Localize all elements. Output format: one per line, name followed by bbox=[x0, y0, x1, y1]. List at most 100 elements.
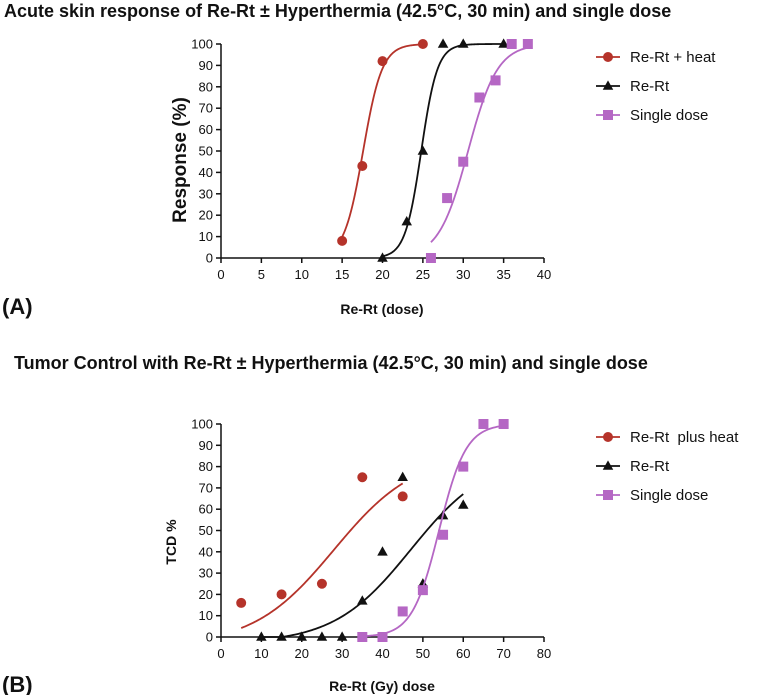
x-tick-label: 0 bbox=[217, 646, 224, 661]
data-point bbox=[498, 419, 509, 429]
series-re-rt bbox=[377, 38, 509, 262]
data-point bbox=[506, 39, 517, 49]
data-point bbox=[458, 38, 469, 48]
legend-marker bbox=[603, 490, 613, 500]
legend-label: Single dose bbox=[630, 107, 708, 124]
y-tick-label: 20 bbox=[199, 208, 213, 223]
x-tick-label: 50 bbox=[416, 646, 430, 661]
x-tick-label: 30 bbox=[335, 646, 349, 661]
legend-label: Single dose bbox=[630, 487, 708, 504]
y-tick-label: 60 bbox=[199, 502, 213, 517]
y-tick-label: 80 bbox=[199, 459, 213, 474]
series-re-rt bbox=[256, 471, 469, 641]
y-axis-label: Response (%) bbox=[170, 97, 191, 223]
y-tick-label: 60 bbox=[199, 122, 213, 137]
x-tick-label: 70 bbox=[496, 646, 510, 661]
y-tick-label: 10 bbox=[199, 608, 213, 623]
data-point bbox=[417, 585, 428, 596]
x-tick-label: 0 bbox=[217, 267, 224, 282]
data-point bbox=[437, 38, 449, 48]
x-tick-label: 10 bbox=[295, 267, 309, 282]
y-axis-label: TCD % bbox=[163, 519, 179, 565]
x-tick-label: 60 bbox=[456, 646, 470, 661]
y-tick-label: 10 bbox=[199, 229, 213, 244]
y-tick-label: 40 bbox=[199, 544, 213, 559]
fit-curve bbox=[261, 493, 464, 638]
y-tick-label: 20 bbox=[199, 587, 213, 602]
series-re-rt-plus-heat bbox=[236, 472, 408, 629]
chart-title: Acute skin response of Re-Rt ± Hyperther… bbox=[4, 1, 671, 21]
data-point bbox=[236, 597, 247, 608]
legend-entry: Single dose bbox=[596, 107, 708, 124]
chart-panel-b: Tumor Control with Re-Rt ± Hyperthermia … bbox=[2, 353, 739, 695]
legend-entry: Re-Rt plus heat bbox=[596, 429, 739, 446]
chart-title: Tumor Control with Re-Rt ± Hyperthermia … bbox=[14, 353, 648, 373]
x-tick-label: 15 bbox=[335, 267, 349, 282]
data-point bbox=[490, 75, 501, 86]
legend-marker bbox=[602, 460, 614, 470]
y-tick-label: 0 bbox=[206, 251, 213, 266]
legend-entry: Single dose bbox=[596, 487, 708, 504]
data-point bbox=[276, 589, 287, 600]
x-tick-label: 5 bbox=[258, 267, 265, 282]
legend-label: Re-Rt bbox=[630, 78, 670, 95]
data-point bbox=[425, 253, 436, 263]
y-tick-label: 30 bbox=[199, 566, 213, 581]
fit-curve bbox=[430, 46, 529, 243]
legend-marker bbox=[602, 80, 614, 90]
x-tick-label: 40 bbox=[375, 646, 389, 661]
x-tick-label: 20 bbox=[375, 267, 389, 282]
x-axis-label: Re-Rt (Gy) dose bbox=[329, 678, 435, 694]
y-tick-label: 90 bbox=[199, 438, 213, 453]
series-single-dose bbox=[357, 419, 509, 642]
y-tick-label: 90 bbox=[199, 58, 213, 73]
chart-panel-a: Acute skin response of Re-Rt ± Hyperther… bbox=[2, 1, 716, 319]
legend-marker bbox=[603, 110, 613, 120]
data-point bbox=[397, 491, 408, 502]
legend-label: Re-Rt plus heat bbox=[630, 429, 739, 446]
legend-marker bbox=[603, 52, 613, 62]
data-point bbox=[316, 631, 328, 641]
data-point bbox=[458, 499, 469, 509]
data-point bbox=[417, 39, 428, 49]
fit-curve bbox=[382, 43, 504, 258]
data-point bbox=[478, 419, 489, 429]
y-tick-label: 70 bbox=[199, 101, 213, 116]
y-tick-label: 0 bbox=[206, 630, 213, 645]
data-point bbox=[336, 631, 348, 641]
data-point bbox=[357, 160, 368, 171]
data-point bbox=[377, 632, 388, 642]
data-point bbox=[397, 471, 408, 482]
data-point bbox=[417, 145, 429, 155]
y-tick-label: 50 bbox=[199, 523, 213, 538]
y-tick-label: 100 bbox=[191, 417, 213, 432]
data-point bbox=[458, 461, 469, 472]
data-point bbox=[357, 595, 368, 605]
panel-label: (B) bbox=[2, 672, 33, 695]
x-tick-label: 80 bbox=[537, 646, 551, 661]
legend-entry: Re-Rt bbox=[596, 78, 670, 95]
y-tick-label: 80 bbox=[199, 79, 213, 94]
x-tick-label: 10 bbox=[254, 646, 268, 661]
data-point bbox=[498, 38, 509, 48]
data-point bbox=[256, 631, 267, 641]
data-point bbox=[377, 546, 388, 556]
data-point bbox=[377, 252, 388, 262]
legend-label: Re-Rt bbox=[630, 458, 670, 475]
data-point bbox=[276, 631, 287, 641]
y-tick-label: 70 bbox=[199, 480, 213, 495]
data-point bbox=[397, 606, 408, 617]
legend-label: Re-Rt + heat bbox=[630, 49, 716, 66]
legend-entry: Re-Rt bbox=[596, 458, 670, 475]
data-point bbox=[316, 578, 327, 589]
data-point bbox=[377, 56, 388, 67]
data-point bbox=[357, 472, 368, 483]
fit-curve bbox=[341, 43, 423, 238]
y-tick-label: 50 bbox=[199, 144, 213, 159]
data-point bbox=[442, 193, 453, 204]
data-point bbox=[474, 92, 485, 103]
fit-curve bbox=[240, 482, 404, 629]
x-tick-label: 20 bbox=[295, 646, 309, 661]
legend-entry: Re-Rt + heat bbox=[596, 49, 716, 66]
